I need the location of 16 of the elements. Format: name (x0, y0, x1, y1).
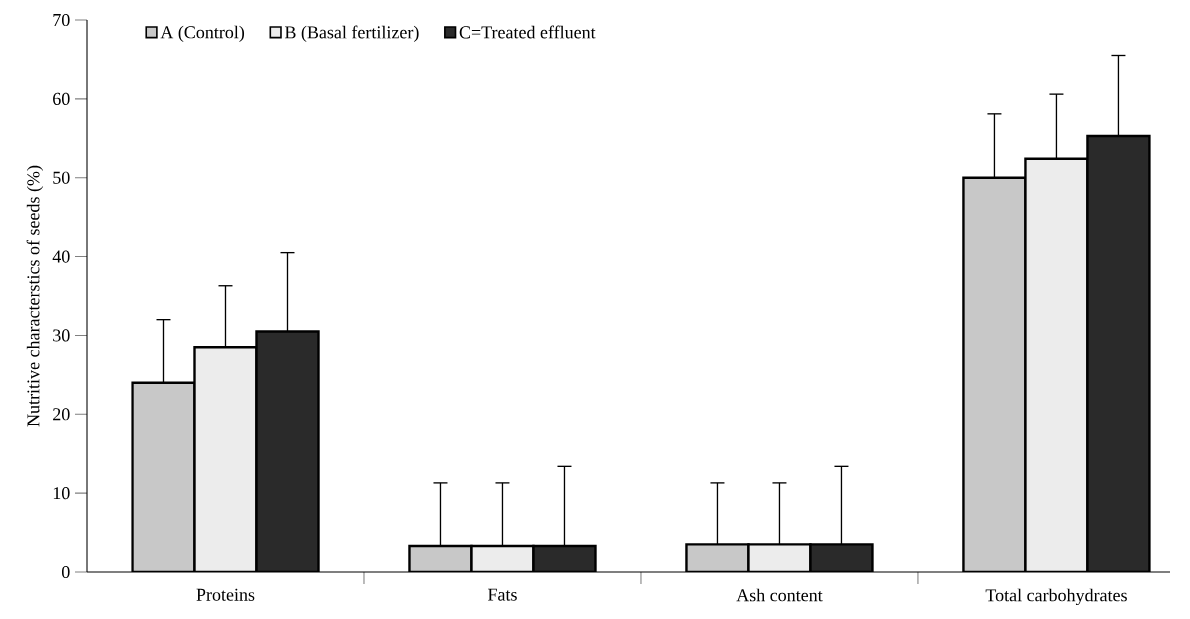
y-tick-label: 50 (53, 171, 70, 184)
x-tick-label: Total carbohydrates (985, 588, 1127, 606)
x-tick-label: Proteins (196, 588, 255, 601)
y-tick-label: 40 (52, 250, 70, 263)
y-tick-label: 30 (53, 329, 70, 342)
x-tick-label: Ash content (736, 588, 823, 602)
y-tick-label: 10 (53, 487, 70, 500)
y-tick-label: 0 (61, 565, 70, 579)
y-tick-label: 60 (53, 92, 70, 105)
y-tick-label: 20 (53, 408, 70, 421)
legend-label: A (Control) (160, 25, 245, 43)
y-axis-title: Nutritive characterstics of seeds (%) (26, 165, 44, 427)
x-tick-label: Fats (488, 588, 517, 601)
legend-label: B (Basal fertilizer) (284, 25, 419, 43)
y-tick-label: 70 (53, 13, 70, 27)
legend-label: C=Treated effluent (459, 25, 596, 39)
